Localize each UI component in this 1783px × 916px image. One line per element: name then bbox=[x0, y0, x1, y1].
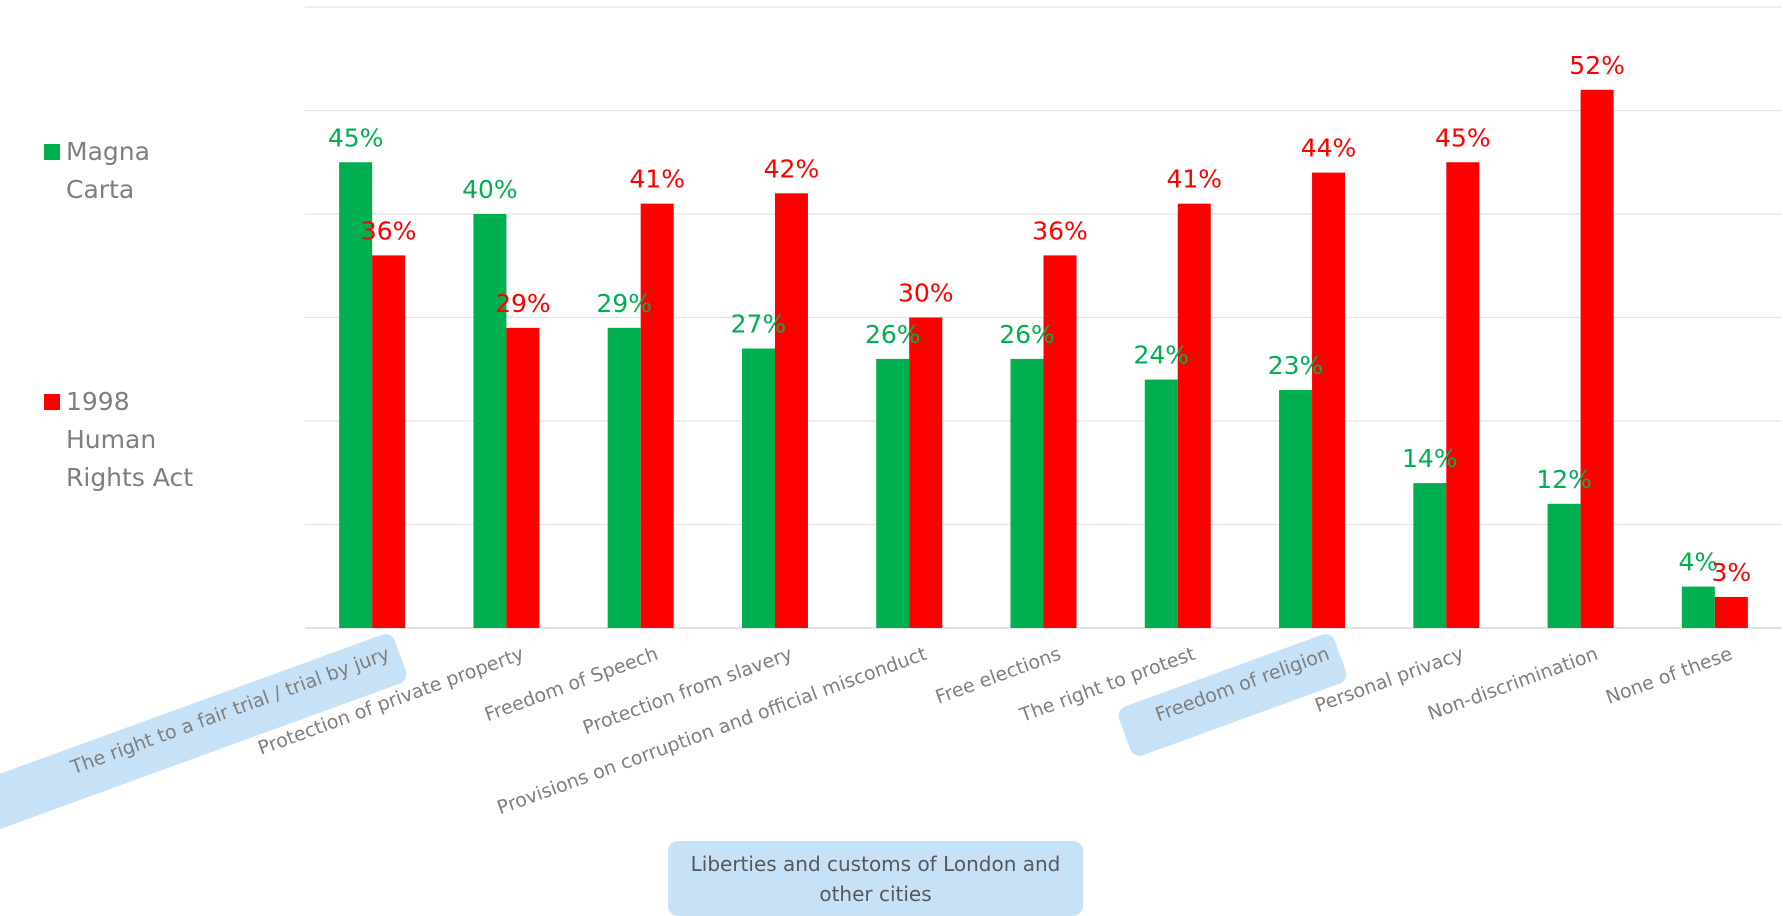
legend-item-magna-carta: Magna Carta bbox=[44, 133, 206, 209]
bar bbox=[909, 317, 943, 628]
data-label: 30% bbox=[898, 279, 954, 308]
data-label: 4% bbox=[1679, 548, 1719, 577]
legend-swatch-magna-carta bbox=[44, 144, 60, 160]
category-highlights bbox=[0, 634, 1347, 836]
bar bbox=[1446, 162, 1480, 628]
data-label: 3% bbox=[1712, 558, 1752, 587]
data-label: 41% bbox=[629, 165, 685, 194]
data-label: 27% bbox=[731, 310, 787, 339]
bar bbox=[372, 255, 406, 628]
legend-label-magna-carta: Magna Carta bbox=[66, 137, 150, 204]
bar bbox=[1312, 172, 1346, 628]
data-label: 24% bbox=[1133, 341, 1189, 370]
category-label: None of these bbox=[1603, 643, 1735, 709]
bar bbox=[1010, 358, 1044, 628]
data-label: 44% bbox=[1301, 134, 1357, 163]
bar bbox=[1547, 503, 1581, 628]
data-label: 42% bbox=[764, 154, 820, 183]
bar bbox=[1714, 596, 1748, 628]
bar bbox=[640, 203, 674, 628]
bar bbox=[1177, 203, 1211, 628]
bar bbox=[741, 348, 775, 628]
data-label: 23% bbox=[1268, 351, 1324, 380]
legend-label-human-rights-act: 1998 Human Rights Act bbox=[66, 387, 194, 492]
callout-liberties-of-london: Liberties and customs of London and othe… bbox=[668, 841, 1083, 916]
category-highlight bbox=[0, 634, 407, 836]
category-labels: The right to a fair trial / trial by jur… bbox=[67, 643, 1735, 819]
bar bbox=[1279, 389, 1313, 628]
bar bbox=[506, 327, 540, 628]
legend-item-human-rights-act: 1998 Human Rights Act bbox=[44, 383, 206, 497]
data-label: 29% bbox=[596, 289, 652, 318]
category-highlight bbox=[1118, 634, 1347, 756]
data-label: 36% bbox=[361, 216, 417, 245]
value-labels: 45% 36% 40% 29% 29% 41% 27% 42% 26% 30% 26% 36% 24% 4… bbox=[328, 51, 1751, 587]
data-label: 40% bbox=[462, 175, 518, 204]
data-label: 41% bbox=[1166, 165, 1222, 194]
data-label: 14% bbox=[1402, 444, 1458, 473]
data-label: 45% bbox=[1435, 123, 1491, 152]
data-label: 12% bbox=[1536, 465, 1592, 494]
bar bbox=[607, 327, 641, 628]
bars bbox=[339, 89, 1748, 629]
bar bbox=[339, 162, 373, 628]
legend-swatch-human-rights-act bbox=[44, 394, 60, 410]
bar bbox=[876, 358, 910, 628]
category-label: Provisions on corruption and official mi… bbox=[494, 643, 929, 819]
bar bbox=[774, 193, 808, 629]
data-label: 26% bbox=[999, 320, 1055, 349]
bar bbox=[1043, 255, 1077, 628]
data-label: 45% bbox=[328, 123, 384, 152]
bar bbox=[1580, 89, 1614, 629]
bar bbox=[1144, 379, 1178, 628]
data-label: 29% bbox=[495, 289, 551, 318]
data-label: 52% bbox=[1569, 51, 1625, 80]
bar bbox=[1413, 483, 1447, 628]
bar bbox=[1681, 586, 1715, 628]
bar bbox=[473, 214, 507, 628]
data-label: 36% bbox=[1032, 216, 1088, 245]
data-label: 26% bbox=[865, 320, 921, 349]
